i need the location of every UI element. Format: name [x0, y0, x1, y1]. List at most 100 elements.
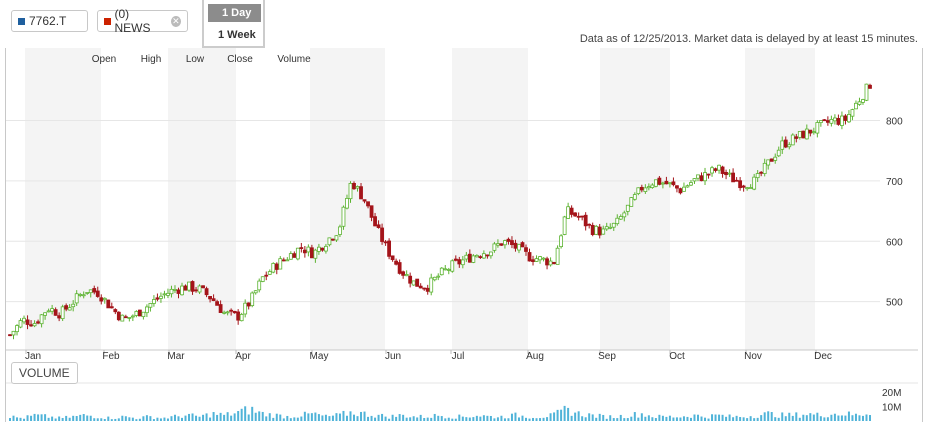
candle-body	[745, 187, 750, 190]
candle-body	[854, 102, 858, 110]
volume-bar	[637, 417, 640, 421]
candle-body	[594, 225, 599, 235]
volume-bar	[500, 415, 503, 421]
candle-body	[25, 319, 30, 325]
volume-bar	[697, 414, 699, 421]
candle-body	[383, 241, 388, 244]
candle-body	[629, 197, 634, 207]
candle-body	[260, 276, 265, 282]
candle-body	[446, 269, 451, 271]
candle-body	[576, 215, 581, 218]
volume-bar	[275, 413, 278, 421]
candle-body	[580, 215, 585, 218]
volume-bar	[542, 417, 545, 421]
candle-body	[257, 280, 262, 291]
candle-body	[762, 162, 767, 174]
candle-body	[724, 171, 728, 176]
volume-bar	[433, 413, 436, 421]
month-label: Apr	[235, 351, 251, 362]
volume-bar	[223, 414, 226, 421]
volume-bar	[37, 414, 40, 421]
volume-bar	[296, 417, 299, 421]
volume-bar	[198, 416, 201, 421]
news-chip[interactable]: (0) NEWS ✕	[97, 7, 188, 35]
volume-bar	[482, 415, 485, 421]
ohlc-header-label: Volume	[277, 54, 311, 65]
candle-body	[397, 262, 402, 274]
volume-bar	[507, 418, 510, 421]
candle-body	[706, 173, 711, 176]
period-week-button[interactable]: 1 Week	[218, 29, 256, 41]
volume-bar	[525, 417, 527, 421]
volume-bar	[374, 417, 377, 421]
month-label: Dec	[814, 351, 832, 362]
volume-bar	[135, 419, 138, 421]
candle-body	[190, 281, 195, 292]
volume-bar	[528, 418, 531, 421]
volume-bar	[163, 417, 166, 421]
volume-bar	[658, 414, 661, 421]
volume-bar	[44, 414, 47, 421]
candle-body	[804, 128, 809, 140]
candle-body	[102, 297, 107, 301]
volume-bar	[672, 417, 675, 421]
volume-bar	[633, 412, 636, 421]
candle-body	[759, 171, 764, 174]
candle-body	[513, 242, 518, 249]
period-day-button[interactable]: 1 Day	[208, 4, 261, 22]
volume-bar	[581, 416, 584, 421]
ohlc-header-label: Close	[227, 54, 253, 65]
volume-bar	[202, 414, 205, 421]
volume-bar	[454, 418, 457, 421]
candle-body	[331, 238, 335, 241]
ohlc-header-label: Low	[186, 54, 205, 65]
candle-body	[309, 247, 314, 259]
volume-bar	[395, 416, 398, 421]
month-label: Mar	[167, 351, 185, 362]
candle-body	[829, 118, 834, 124]
volume-bar	[251, 406, 254, 421]
close-icon[interactable]: ✕	[170, 15, 181, 27]
volume-bar	[588, 413, 591, 421]
volume-bar	[226, 412, 229, 421]
volume-toggle[interactable]: VOLUME	[11, 362, 78, 384]
candle-body	[780, 140, 785, 150]
symbol-chip[interactable]: 7762.T	[11, 10, 88, 32]
candle-body	[324, 245, 328, 252]
volume-bar	[370, 415, 373, 421]
candle-body	[152, 299, 156, 304]
candle-body	[755, 173, 760, 179]
candle-body	[88, 289, 93, 294]
month-label: Sep	[598, 351, 616, 362]
candle-body	[583, 214, 588, 227]
volume-bar	[567, 407, 570, 421]
candle-body	[741, 185, 746, 188]
candle-body	[597, 226, 602, 236]
volume-bar	[493, 418, 496, 421]
candle-body	[120, 314, 125, 322]
candle-body	[636, 187, 641, 195]
candle-body	[646, 186, 651, 189]
volume-bar	[328, 416, 331, 421]
candle-body	[418, 285, 423, 289]
candle-body	[404, 274, 409, 277]
candle-body	[552, 262, 556, 265]
volume-bar	[609, 415, 612, 421]
candle-body	[29, 324, 33, 327]
volume-bar	[398, 414, 401, 421]
candle-body	[390, 255, 395, 261]
candle-body	[173, 289, 177, 291]
candle-body	[731, 172, 736, 183]
candle-body	[211, 298, 216, 302]
candle-body	[453, 258, 458, 261]
candle-body	[601, 228, 606, 235]
candle-body	[376, 224, 381, 228]
candle-body	[836, 117, 841, 125]
candle-body	[81, 294, 86, 297]
volume-bar	[121, 415, 124, 421]
volume-bar	[532, 417, 535, 421]
candle-body	[123, 316, 128, 319]
candle-body	[625, 204, 630, 212]
volume-bar	[23, 418, 26, 421]
volume-bar	[546, 417, 549, 421]
